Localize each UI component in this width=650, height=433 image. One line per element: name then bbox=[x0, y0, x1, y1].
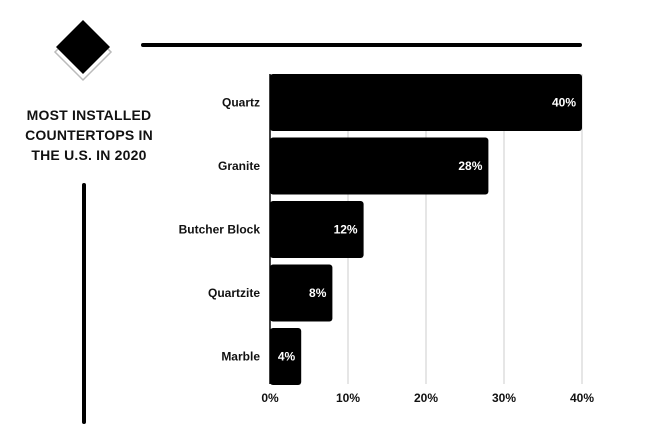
category-label: Marble bbox=[221, 350, 260, 364]
data-label: 40% bbox=[552, 96, 576, 110]
top-divider bbox=[141, 43, 582, 47]
data-label: 4% bbox=[278, 350, 296, 364]
diamond-logo-icon bbox=[53, 20, 113, 82]
chart-title: MOST INSTALLED COUNTERTOPS IN THE U.S. I… bbox=[14, 105, 164, 165]
bar bbox=[270, 74, 582, 131]
chart-title-line: MOST INSTALLED bbox=[26, 107, 152, 123]
bar bbox=[270, 201, 364, 258]
x-tick-label: 20% bbox=[414, 391, 438, 405]
data-label: 12% bbox=[334, 223, 358, 237]
category-label: Quartz bbox=[222, 96, 260, 110]
x-tick-label: 0% bbox=[261, 391, 279, 405]
bar bbox=[270, 137, 489, 195]
side-divider bbox=[82, 183, 86, 424]
x-tick-label: 10% bbox=[336, 391, 360, 405]
bar bbox=[270, 328, 302, 385]
chart-title-line: THE U.S. IN 2020 bbox=[31, 147, 147, 163]
data-label: 8% bbox=[309, 286, 327, 300]
x-tick-label: 40% bbox=[570, 391, 594, 405]
category-label: Quartzite bbox=[208, 286, 260, 300]
x-tick-label: 30% bbox=[492, 391, 516, 405]
chart-title-line: COUNTERTOPS IN bbox=[25, 127, 153, 143]
category-label: Butcher Block bbox=[179, 223, 261, 237]
category-label: Granite bbox=[218, 159, 260, 173]
data-label: 28% bbox=[458, 159, 482, 173]
bar bbox=[270, 264, 333, 322]
